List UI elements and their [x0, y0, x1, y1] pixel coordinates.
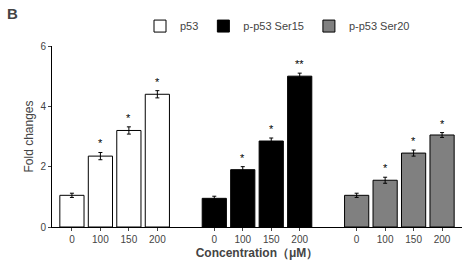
- svg-text:2: 2: [40, 161, 46, 172]
- svg-text:*: *: [383, 162, 388, 174]
- svg-text:B: B: [7, 5, 18, 22]
- svg-text:*: *: [440, 118, 445, 130]
- svg-text:*: *: [240, 152, 245, 164]
- svg-text:4: 4: [40, 101, 46, 112]
- svg-text:100: 100: [92, 234, 109, 245]
- svg-text:*: *: [126, 112, 131, 124]
- svg-text:6: 6: [40, 41, 46, 52]
- svg-text:0: 0: [354, 234, 360, 245]
- svg-text:200: 200: [291, 234, 308, 245]
- svg-text:200: 200: [434, 234, 451, 245]
- svg-text:Fold changes: Fold changes: [22, 100, 36, 172]
- svg-text:p-p53 Ser15: p-p53 Ser15: [243, 20, 304, 32]
- svg-text:100: 100: [234, 234, 251, 245]
- svg-text:150: 150: [263, 234, 280, 245]
- svg-text:200: 200: [149, 234, 166, 245]
- svg-text:150: 150: [405, 234, 422, 245]
- svg-text:0: 0: [40, 222, 46, 233]
- svg-text:p-p53 Ser20: p-p53 Ser20: [349, 20, 410, 32]
- svg-text:0: 0: [69, 234, 75, 245]
- svg-text:*: *: [269, 123, 274, 135]
- svg-text:150: 150: [121, 234, 138, 245]
- svg-text:*: *: [411, 135, 416, 147]
- svg-text:0: 0: [212, 234, 218, 245]
- svg-text:*: *: [98, 137, 103, 149]
- svg-text:*: *: [155, 76, 160, 88]
- svg-text:100: 100: [377, 234, 394, 245]
- svg-text:**: **: [295, 58, 304, 70]
- svg-text:Concentration（μM）: Concentration（μM）: [196, 246, 319, 260]
- svg-text:p53: p53: [180, 20, 198, 32]
